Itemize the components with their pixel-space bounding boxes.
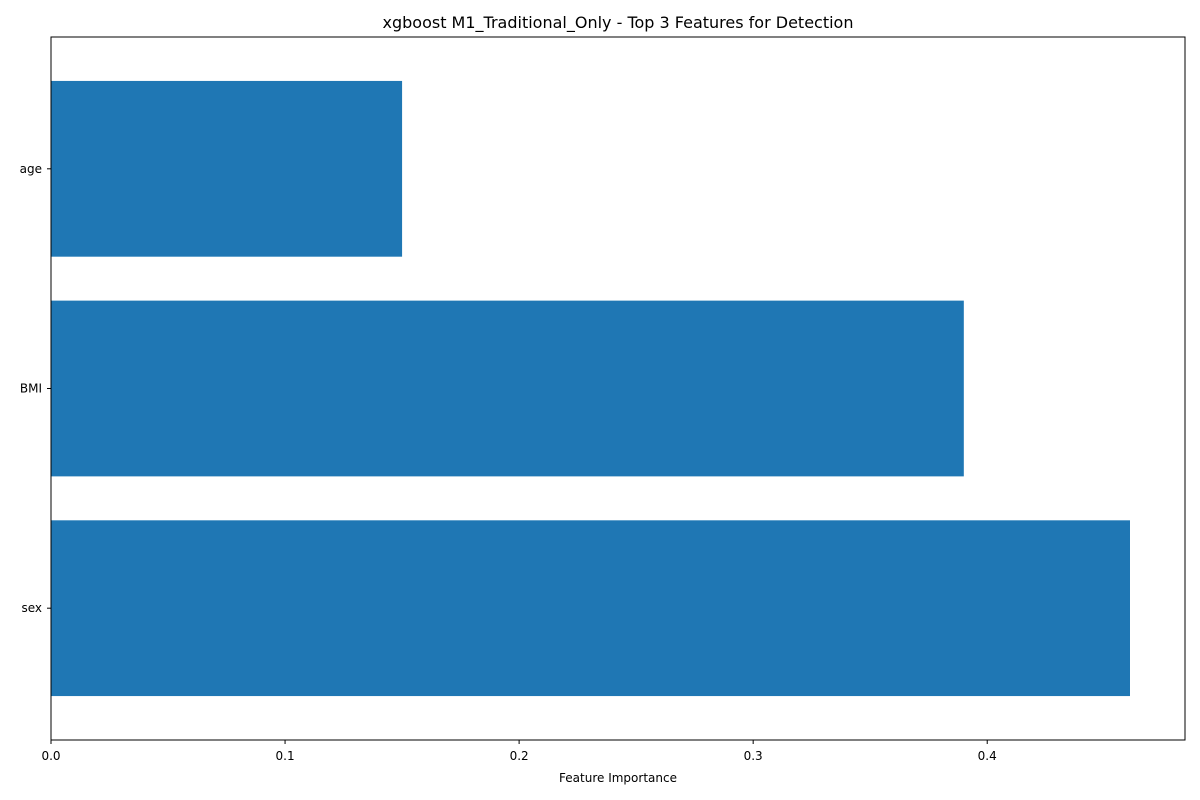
x-tick-label: 0.2 xyxy=(510,749,529,763)
x-tick-label: 0.0 xyxy=(41,749,60,763)
chart-title: xgboost M1_Traditional_Only - Top 3 Feat… xyxy=(383,13,854,33)
axes-layer: sex BMI age 0.0 0.1 0.2 0.3 0.4 xyxy=(20,36,1186,763)
y-tick-label: BMI xyxy=(20,382,42,396)
y-tick-label: age xyxy=(20,162,42,176)
x-axis-label: Feature Importance xyxy=(559,771,677,785)
bar-sex xyxy=(51,520,1130,697)
bars-layer xyxy=(51,80,1130,697)
plot-frame xyxy=(50,36,1186,741)
y-tick-label: sex xyxy=(21,601,42,615)
bar-age xyxy=(51,80,403,257)
x-tick-label: 0.4 xyxy=(978,749,997,763)
x-tick-label: 0.1 xyxy=(276,749,295,763)
bar-bmi xyxy=(51,300,964,477)
x-tick-label: 0.3 xyxy=(744,749,763,763)
